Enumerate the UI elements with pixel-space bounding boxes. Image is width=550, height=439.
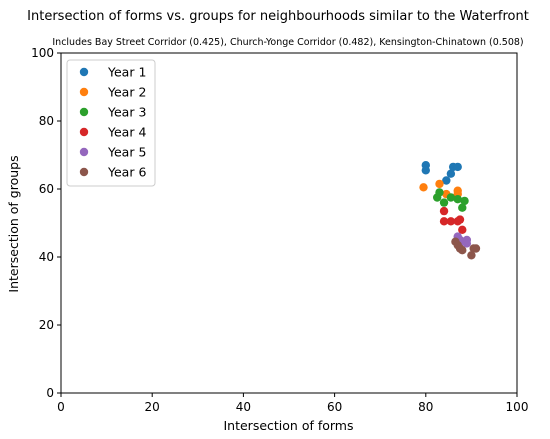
scatter-point [435,179,444,189]
legend-label: Year 3 [107,105,146,120]
series-4 [439,206,467,234]
x-tick-label: 100 [506,400,529,414]
series-2 [419,179,462,199]
x-tick-label: 80 [418,400,433,414]
x-tick-label: 20 [145,400,160,414]
legend-marker [79,107,89,117]
scatter-point [446,217,456,226]
legend: Year 1 Year 2 Year 3 Year 4 Year 5 Year 6 [66,59,156,187]
x-tick-label: 40 [236,400,251,414]
y-axis-label: Intersection of groups [6,155,21,292]
scatter-point [471,244,481,253]
x-axis-ticks: 0 20 40 60 80 100 [57,393,528,414]
scatter-point [458,246,467,255]
plot-frame [60,52,518,394]
scatter-point [462,239,472,248]
legend-label: Year 1 [107,65,146,80]
scatter-point [453,162,462,172]
legend-label: Year 2 [107,85,146,100]
chart-subtitle: Includes Bay Street Corridor (0.425), Ch… [52,37,523,48]
series-3 [433,188,469,212]
scatter-point [455,215,465,224]
scatter-point [439,198,449,207]
scatter-point [439,206,449,216]
y-tick-label: 100 [31,46,54,60]
legend-label: Year 4 [107,125,146,140]
legend-box [66,59,156,187]
scatter-point [421,166,430,175]
legend-marker [79,167,89,177]
series-6 [451,237,481,260]
scatter-point [458,203,467,212]
scatter-point [419,183,428,192]
y-tick-label: 40 [39,250,54,264]
data-points [419,161,481,260]
scatter-point [446,169,456,178]
y-tick-label: 60 [39,182,54,196]
legend-marker [79,147,89,157]
legend-label: Year 6 [107,165,146,180]
legend-label: Year 5 [107,145,146,160]
x-tick-label: 0 [57,400,65,414]
scatter-point [453,195,462,204]
y-tick-label: 20 [39,318,54,332]
scatter-point [435,188,444,197]
scatter-point [446,193,456,202]
scatter-point [460,196,469,206]
legend-marker [79,87,89,97]
scatter-point [439,217,449,226]
x-tick-label: 60 [327,400,342,414]
plot-area [60,52,518,394]
y-tick-label: 0 [46,386,54,400]
chart-title: Intersection of forms vs. groups for nei… [27,9,529,24]
y-axis-ticks: 0 20 40 60 80 100 [31,46,61,400]
y-tick-label: 80 [39,114,54,128]
series-1 [421,161,462,185]
legend-marker [79,67,89,77]
legend-marker [79,127,89,137]
x-axis-label: Intersection of forms [223,418,353,433]
scatter-point [467,251,476,260]
scatter-point [442,176,451,185]
scatter-point [458,225,467,234]
